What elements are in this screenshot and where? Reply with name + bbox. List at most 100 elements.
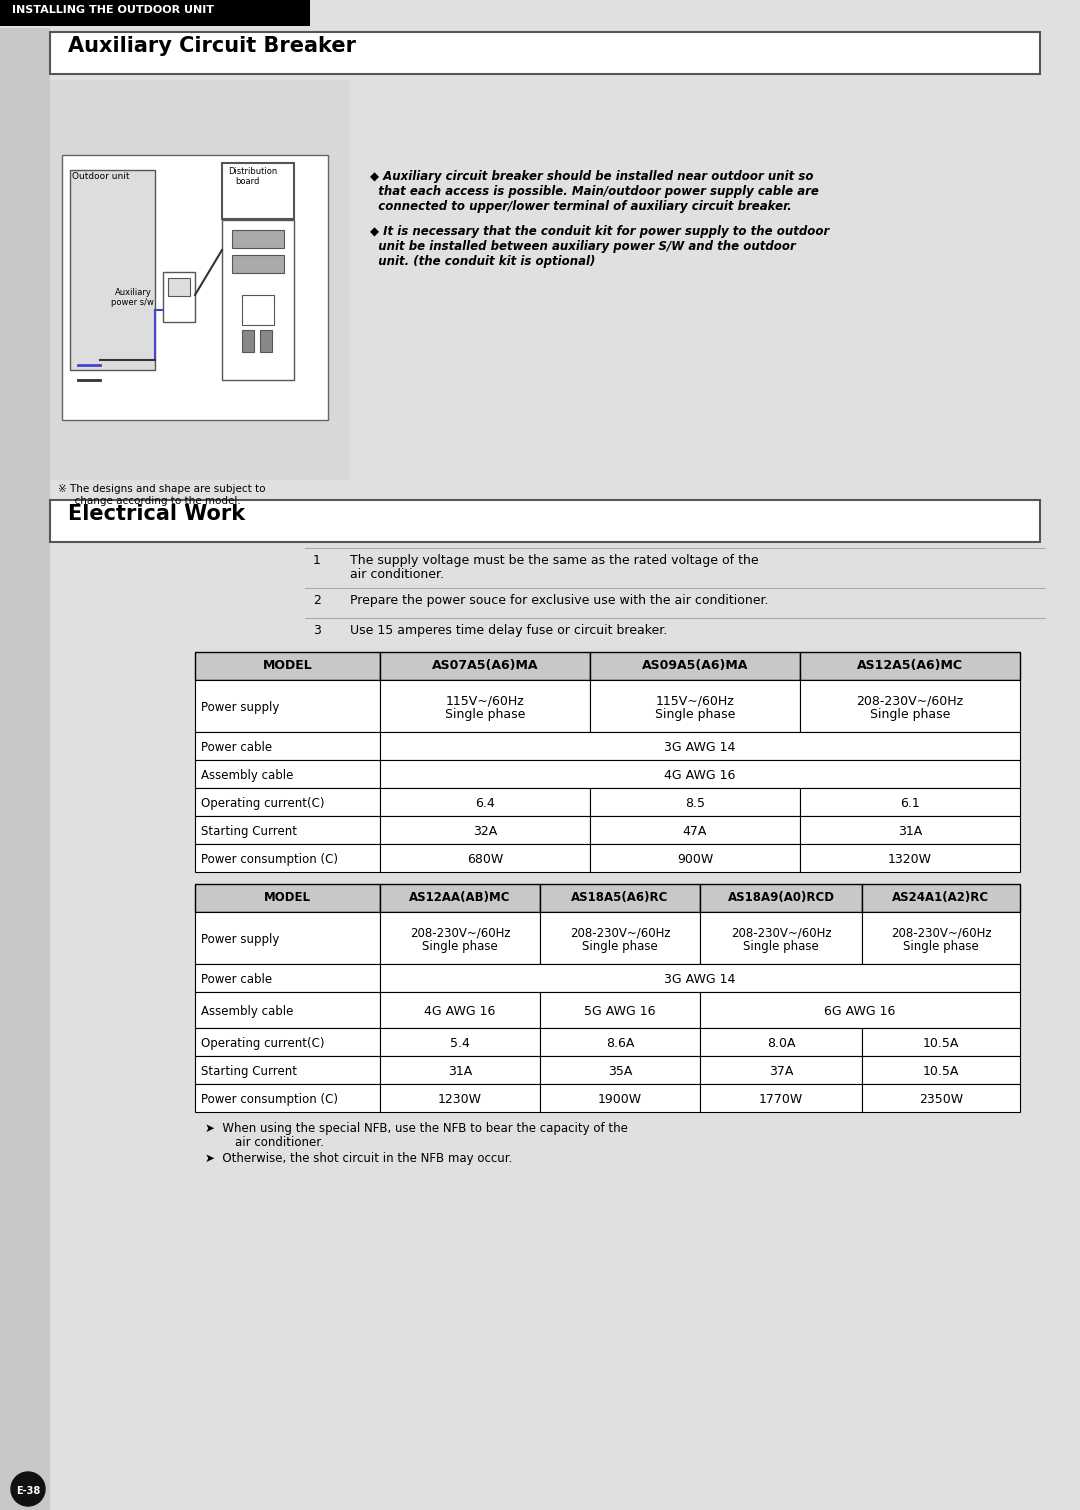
Text: Power consumption (C): Power consumption (C) — [201, 1093, 338, 1105]
Text: 31A: 31A — [897, 824, 922, 838]
Text: Single phase: Single phase — [445, 708, 525, 720]
Text: ※ The designs and shape are subject to: ※ The designs and shape are subject to — [58, 485, 266, 494]
Text: 1900W: 1900W — [598, 1093, 643, 1105]
Text: 3G AWG 14: 3G AWG 14 — [664, 972, 735, 986]
Bar — [195, 680, 380, 732]
Text: Single phase: Single phase — [869, 708, 950, 720]
Text: Power cable: Power cable — [201, 741, 272, 753]
Bar — [242, 294, 274, 325]
Text: 8.5: 8.5 — [685, 797, 705, 809]
Text: Single phase: Single phase — [654, 708, 735, 720]
Bar — [195, 788, 380, 815]
Bar — [862, 1028, 1020, 1055]
Bar — [800, 788, 1020, 815]
Text: 10.5A: 10.5A — [922, 1065, 959, 1078]
Text: 5.4: 5.4 — [450, 1037, 470, 1049]
Text: 37A: 37A — [769, 1065, 793, 1078]
Text: 4G AWG 16: 4G AWG 16 — [424, 1006, 496, 1018]
Circle shape — [11, 1472, 45, 1505]
Bar — [590, 680, 800, 732]
Text: change according to the model.: change according to the model. — [68, 495, 241, 506]
Bar — [222, 163, 294, 219]
Text: Distribution: Distribution — [228, 168, 278, 177]
Bar — [195, 912, 380, 963]
Text: Power supply: Power supply — [201, 701, 280, 714]
Bar — [380, 883, 540, 912]
Text: Single phase: Single phase — [422, 941, 498, 953]
Bar — [800, 815, 1020, 844]
Bar — [380, 963, 1020, 992]
Bar — [700, 1028, 862, 1055]
Bar — [540, 1084, 700, 1111]
Text: 2: 2 — [313, 593, 321, 607]
Text: Power supply: Power supply — [201, 933, 280, 945]
Bar — [540, 1028, 700, 1055]
Text: Starting Current: Starting Current — [201, 824, 297, 838]
Bar — [700, 1084, 862, 1111]
Bar — [380, 992, 540, 1028]
Bar — [195, 1084, 380, 1111]
Text: 3: 3 — [313, 624, 321, 637]
Text: Use 15 amperes time delay fuse or circuit breaker.: Use 15 amperes time delay fuse or circui… — [350, 624, 667, 637]
Text: 10.5A: 10.5A — [922, 1037, 959, 1049]
Bar — [163, 272, 195, 322]
Text: unit. (the conduit kit is optional): unit. (the conduit kit is optional) — [370, 255, 595, 267]
Bar — [700, 992, 1020, 1028]
Bar — [380, 760, 1020, 788]
Bar — [862, 883, 1020, 912]
Bar — [0, 29, 50, 1510]
Text: 1: 1 — [313, 554, 321, 566]
Text: AS09A5(A6)MA: AS09A5(A6)MA — [642, 658, 748, 672]
Text: 3G AWG 14: 3G AWG 14 — [664, 741, 735, 753]
Bar — [0, 0, 310, 26]
Bar — [540, 912, 700, 963]
Text: Power consumption (C): Power consumption (C) — [201, 853, 338, 867]
Bar — [590, 788, 800, 815]
Bar — [540, 992, 700, 1028]
Text: Auxiliary Circuit Breaker: Auxiliary Circuit Breaker — [68, 36, 356, 56]
Bar — [590, 652, 800, 680]
Bar — [232, 255, 284, 273]
Text: 1320W: 1320W — [888, 853, 932, 867]
Bar — [380, 844, 590, 871]
Bar — [380, 1055, 540, 1084]
Bar — [195, 760, 380, 788]
Bar — [380, 1028, 540, 1055]
Bar — [195, 1055, 380, 1084]
Text: INSTALLING THE OUTDOOR UNIT: INSTALLING THE OUTDOOR UNIT — [12, 5, 214, 15]
Text: Prepare the power souce for exclusive use with the air conditioner.: Prepare the power souce for exclusive us… — [350, 593, 769, 607]
Text: 115V~/60Hz: 115V~/60Hz — [446, 695, 525, 707]
Bar — [195, 1028, 380, 1055]
Text: 208-230V~/60Hz: 208-230V~/60Hz — [409, 926, 511, 939]
Text: MODEL: MODEL — [264, 891, 311, 904]
Text: 8.0A: 8.0A — [767, 1037, 795, 1049]
Bar — [862, 1055, 1020, 1084]
Text: 208-230V~/60Hz: 208-230V~/60Hz — [731, 926, 832, 939]
Text: MODEL: MODEL — [262, 658, 312, 672]
Text: Single phase: Single phase — [903, 941, 978, 953]
Text: 4G AWG 16: 4G AWG 16 — [664, 769, 735, 782]
Text: connected to upper/lower terminal of auxiliary circuit breaker.: connected to upper/lower terminal of aux… — [370, 199, 792, 213]
Text: 2350W: 2350W — [919, 1093, 963, 1105]
Text: 6.1: 6.1 — [900, 797, 920, 809]
Text: 32A: 32A — [473, 824, 497, 838]
Bar — [590, 844, 800, 871]
Bar — [862, 1084, 1020, 1111]
Bar — [242, 331, 254, 352]
Text: 208-230V~/60Hz: 208-230V~/60Hz — [569, 926, 671, 939]
Text: AS07A5(A6)MA: AS07A5(A6)MA — [432, 658, 538, 672]
Bar — [260, 331, 272, 352]
Text: Starting Current: Starting Current — [201, 1065, 297, 1078]
Text: 115V~/60Hz: 115V~/60Hz — [656, 695, 734, 707]
Text: ➤  Otherwise, the shot circuit in the NFB may occur.: ➤ Otherwise, the shot circuit in the NFB… — [205, 1152, 512, 1166]
Bar — [195, 652, 380, 680]
Bar — [800, 844, 1020, 871]
Text: 31A: 31A — [448, 1065, 472, 1078]
Bar — [222, 220, 294, 381]
Text: Electrical Work: Electrical Work — [68, 504, 245, 524]
Bar — [232, 230, 284, 248]
Text: Single phase: Single phase — [582, 941, 658, 953]
Bar — [168, 278, 190, 296]
Text: Assembly cable: Assembly cable — [201, 769, 294, 782]
Bar — [380, 680, 590, 732]
